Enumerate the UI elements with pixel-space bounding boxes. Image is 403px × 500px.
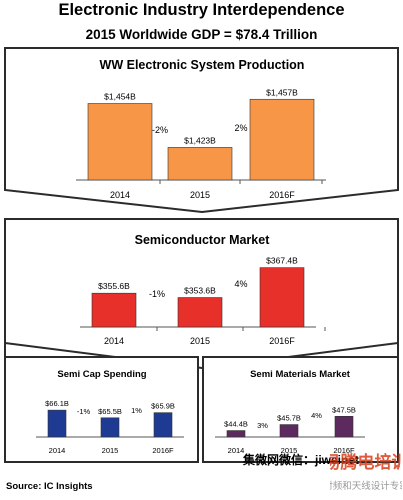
data-label: $1,423B bbox=[184, 135, 216, 145]
source-note: Source: IC Insights bbox=[6, 481, 93, 492]
bar bbox=[249, 98, 315, 181]
data-label: $47.5B bbox=[332, 405, 356, 414]
chart-title: WW Electronic System Production bbox=[100, 58, 305, 72]
data-label: $66.1B bbox=[45, 399, 69, 408]
data-label: $355.6B bbox=[98, 281, 130, 291]
x-tick-label: 2014 bbox=[104, 336, 124, 346]
svg-text:射频和天线设计专家: 射频和天线设计专家 bbox=[330, 480, 402, 492]
data-label: $65.9B bbox=[151, 402, 175, 411]
watermark-logo: 易腾电培训 射频和天线设计专家 bbox=[330, 452, 402, 492]
data-label: $65.5B bbox=[98, 407, 122, 416]
page-title: Electronic Industry Interdependence bbox=[58, 1, 345, 19]
x-tick-label: 2015 bbox=[190, 190, 210, 200]
x-tick-label: 2015 bbox=[190, 336, 210, 346]
bar bbox=[100, 417, 120, 438]
bar bbox=[87, 103, 153, 181]
x-tick-label: 2016F bbox=[269, 190, 295, 200]
bar bbox=[177, 297, 223, 328]
x-tick-label: 2014 bbox=[228, 446, 245, 455]
x-tick-label: 2016F bbox=[333, 446, 355, 455]
data-label: $1,454B bbox=[104, 92, 136, 102]
bar bbox=[153, 412, 173, 438]
bar bbox=[279, 424, 299, 438]
x-tick-label: 2016F bbox=[269, 336, 295, 346]
growth-label: 4% bbox=[311, 411, 322, 420]
data-label: $45.7B bbox=[277, 414, 301, 423]
chart-title: Semi Materials Market bbox=[250, 369, 351, 380]
growth-label: -1% bbox=[77, 407, 91, 416]
bar bbox=[334, 415, 354, 438]
bar bbox=[226, 430, 246, 438]
bar bbox=[167, 147, 233, 181]
growth-label: 2% bbox=[234, 123, 247, 133]
x-tick-label: 2015 bbox=[281, 446, 298, 455]
page-subtitle: 2015 Worldwide GDP = $78.4 Trillion bbox=[85, 27, 318, 42]
x-tick-label: 2015 bbox=[102, 446, 119, 455]
bar bbox=[47, 409, 67, 438]
panel-semi-cap bbox=[4, 356, 199, 463]
credit-text: 集微网微信：jiweinet bbox=[243, 453, 360, 467]
data-label: $367.4B bbox=[266, 256, 298, 266]
svg-text:易腾电培训: 易腾电培训 bbox=[330, 452, 402, 473]
bar bbox=[259, 267, 305, 328]
x-tick-label: 2014 bbox=[110, 190, 130, 200]
growth-label: 1% bbox=[131, 406, 142, 415]
chart-title: Semi Cap Spending bbox=[57, 369, 146, 380]
chart-title: Semiconductor Market bbox=[135, 233, 271, 247]
x-tick-label: 2014 bbox=[49, 446, 66, 455]
panel-electronic-systems bbox=[4, 47, 399, 214]
growth-label: -1% bbox=[149, 289, 165, 299]
growth-label: 3% bbox=[257, 421, 268, 430]
growth-label: 4% bbox=[234, 279, 247, 289]
data-label: $1,457B bbox=[266, 87, 298, 97]
panel-semi-materials bbox=[202, 356, 399, 463]
data-label: $44.4B bbox=[224, 420, 248, 429]
growth-label: -2% bbox=[152, 125, 168, 135]
bar bbox=[91, 292, 137, 328]
data-label: $353.6B bbox=[184, 286, 216, 296]
x-tick-label: 2016F bbox=[152, 446, 174, 455]
panel-semiconductor bbox=[4, 218, 399, 370]
